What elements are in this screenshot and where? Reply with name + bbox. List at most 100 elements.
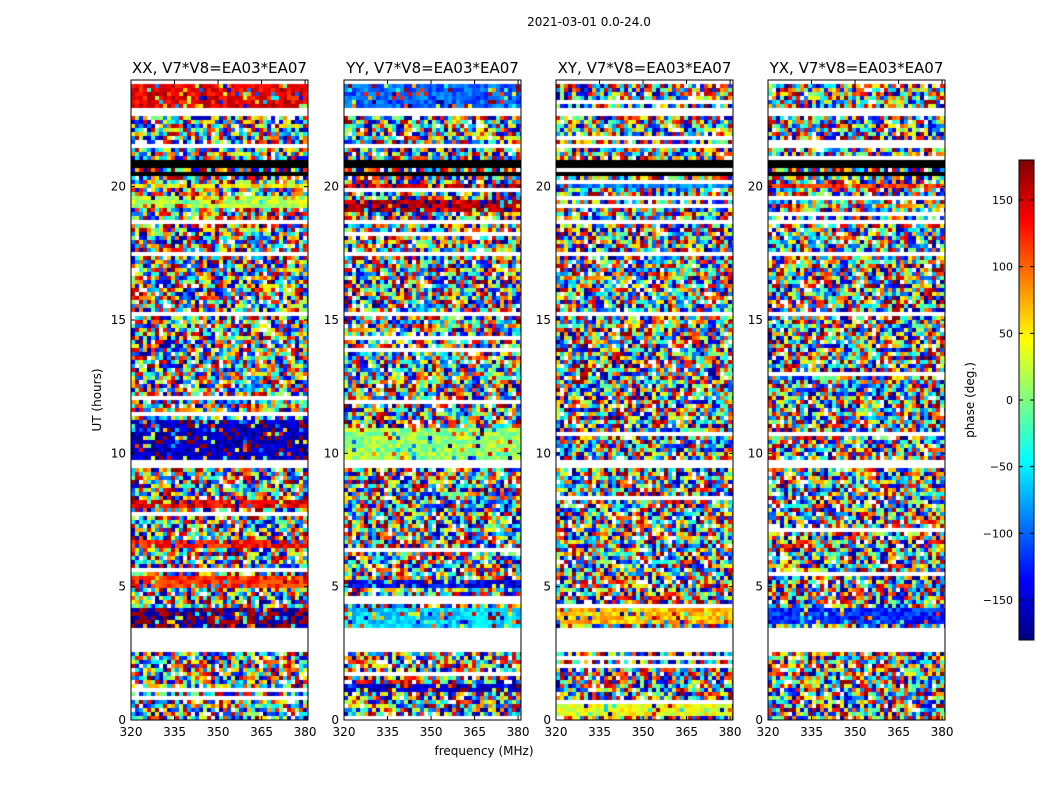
- x-tick: 380: [507, 80, 530, 739]
- x-tick: 335: [588, 80, 611, 739]
- y-tick: 5: [331, 580, 521, 594]
- colorbar-tick: 50: [999, 327, 1034, 340]
- panel-frame: [130, 79, 309, 721]
- y-tick: 5: [543, 580, 733, 594]
- y-tick-label: 5: [118, 580, 126, 594]
- y-axis-label: UT (hours): [90, 368, 104, 431]
- x-tick-label: 365: [675, 725, 698, 739]
- y-tick-label: 15: [748, 313, 763, 327]
- x-tick: 350: [207, 80, 230, 739]
- x-tick-label: 335: [588, 725, 611, 739]
- y-tick-label: 10: [111, 446, 126, 460]
- x-tick-label: 350: [632, 725, 655, 739]
- x-tick-label: 320: [545, 725, 568, 739]
- y-tick-label: 20: [748, 180, 763, 194]
- y-tick-label: 15: [536, 313, 551, 327]
- y-tick: 10: [111, 446, 308, 460]
- x-tick-label: 335: [376, 725, 399, 739]
- y-tick-label: 10: [536, 446, 551, 460]
- x-tick: 380: [931, 80, 954, 739]
- y-tick-label: 15: [324, 313, 339, 327]
- phase-heatmap: [131, 80, 308, 720]
- x-tick: 365: [675, 80, 698, 739]
- x-tick: 320: [333, 80, 356, 739]
- panel-xx: XX, V7*V8=EA03*EA07 320 335 350 365 380 0 5 10 15…: [111, 59, 317, 739]
- y-tick: 0: [755, 713, 945, 727]
- x-tick-label: 365: [250, 725, 273, 739]
- y-tick: 0: [118, 713, 308, 727]
- panel-frame: [767, 79, 946, 721]
- colorbar-tick: 100: [992, 261, 1034, 274]
- x-tick: 365: [250, 80, 273, 739]
- y-tick: 0: [331, 713, 521, 727]
- phase-heatmap: [556, 80, 733, 720]
- panel-title: XX, V7*V8=EA03*EA07: [132, 59, 307, 77]
- y-tick-label: 5: [755, 580, 763, 594]
- colorbar-tick-label: −50: [990, 461, 1013, 474]
- colorbar-tick: −100: [983, 527, 1034, 540]
- x-tick: 320: [120, 80, 143, 739]
- colorbar-tick: 150: [992, 194, 1034, 207]
- y-tick: 10: [748, 446, 945, 460]
- colorbar: 150 100 50 0 −50 −100 −150 phase (deg.): [963, 159, 1035, 641]
- y-tick-label: 0: [543, 713, 551, 727]
- colorbar-tick: −150: [983, 594, 1034, 607]
- colorbar-tick: 0: [1006, 394, 1034, 407]
- x-tick: 365: [463, 80, 486, 739]
- y-tick: 15: [748, 313, 945, 327]
- y-tick: 20: [748, 180, 945, 194]
- y-tick: 10: [324, 446, 521, 460]
- y-tick-label: 10: [324, 446, 339, 460]
- colorbar-tick: −50: [990, 461, 1034, 474]
- y-tick-label: 5: [543, 580, 551, 594]
- panel-title: XY, V7*V8=EA03*EA07: [558, 59, 732, 77]
- panel-yy: YY, V7*V8=EA03*EA07 320 335 350 365 380 0 5 10 15…: [324, 59, 530, 739]
- x-tick: 335: [376, 80, 399, 739]
- x-tick-label: 320: [120, 725, 143, 739]
- colorbar-tick-label: 50: [999, 327, 1013, 340]
- x-tick-label: 320: [757, 725, 780, 739]
- y-tick: 15: [111, 313, 308, 327]
- x-tick: 350: [632, 80, 655, 739]
- x-tick-label: 380: [507, 725, 530, 739]
- x-tick-label: 350: [207, 725, 230, 739]
- colorbar-tick-label: −150: [983, 594, 1013, 607]
- x-tick: 365: [887, 80, 910, 739]
- panel-title: YX, V7*V8=EA03*EA07: [769, 59, 944, 77]
- y-tick-label: 0: [118, 713, 126, 727]
- y-tick: 20: [324, 180, 521, 194]
- x-axis-label: frequency (MHz): [434, 744, 533, 758]
- x-tick: 380: [294, 80, 317, 739]
- x-tick-label: 380: [931, 725, 954, 739]
- y-tick-label: 5: [331, 580, 339, 594]
- x-tick: 380: [719, 80, 742, 739]
- colorbar-label: phase (deg.): [963, 362, 977, 438]
- phase-heatmap: [344, 80, 521, 720]
- x-tick-label: 365: [463, 725, 486, 739]
- panel-frame: [555, 79, 734, 721]
- y-tick: 5: [118, 580, 308, 594]
- y-tick-label: 10: [748, 446, 763, 460]
- x-tick: 320: [545, 80, 568, 739]
- colorbar-tick-label: 100: [992, 261, 1013, 274]
- y-tick: 5: [755, 580, 945, 594]
- panel-xy: XY, V7*V8=EA03*EA07 320 335 350 365 380 0 5 10 15…: [536, 59, 742, 739]
- x-tick: 350: [844, 80, 867, 739]
- x-tick: 335: [800, 80, 823, 739]
- panels: XX, V7*V8=EA03*EA07 320 335 350 365 380 0 5 10 15…: [111, 59, 954, 739]
- y-tick: 0: [543, 713, 733, 727]
- x-tick-label: 380: [719, 725, 742, 739]
- panel-yx: YX, V7*V8=EA03*EA07 320 335 350 365 380 0 5 10 15…: [748, 59, 954, 739]
- panel-frame: [343, 79, 522, 721]
- colorbar-tick-label: 0: [1006, 394, 1013, 407]
- panel-title: YY, V7*V8=EA03*EA07: [345, 59, 519, 77]
- y-tick-label: 20: [324, 180, 339, 194]
- x-tick-label: 335: [163, 725, 186, 739]
- y-tick: 10: [536, 446, 733, 460]
- x-tick: 320: [757, 80, 780, 739]
- x-tick-label: 320: [333, 725, 356, 739]
- y-tick: 20: [536, 180, 733, 194]
- y-tick-label: 15: [111, 313, 126, 327]
- x-tick-label: 365: [887, 725, 910, 739]
